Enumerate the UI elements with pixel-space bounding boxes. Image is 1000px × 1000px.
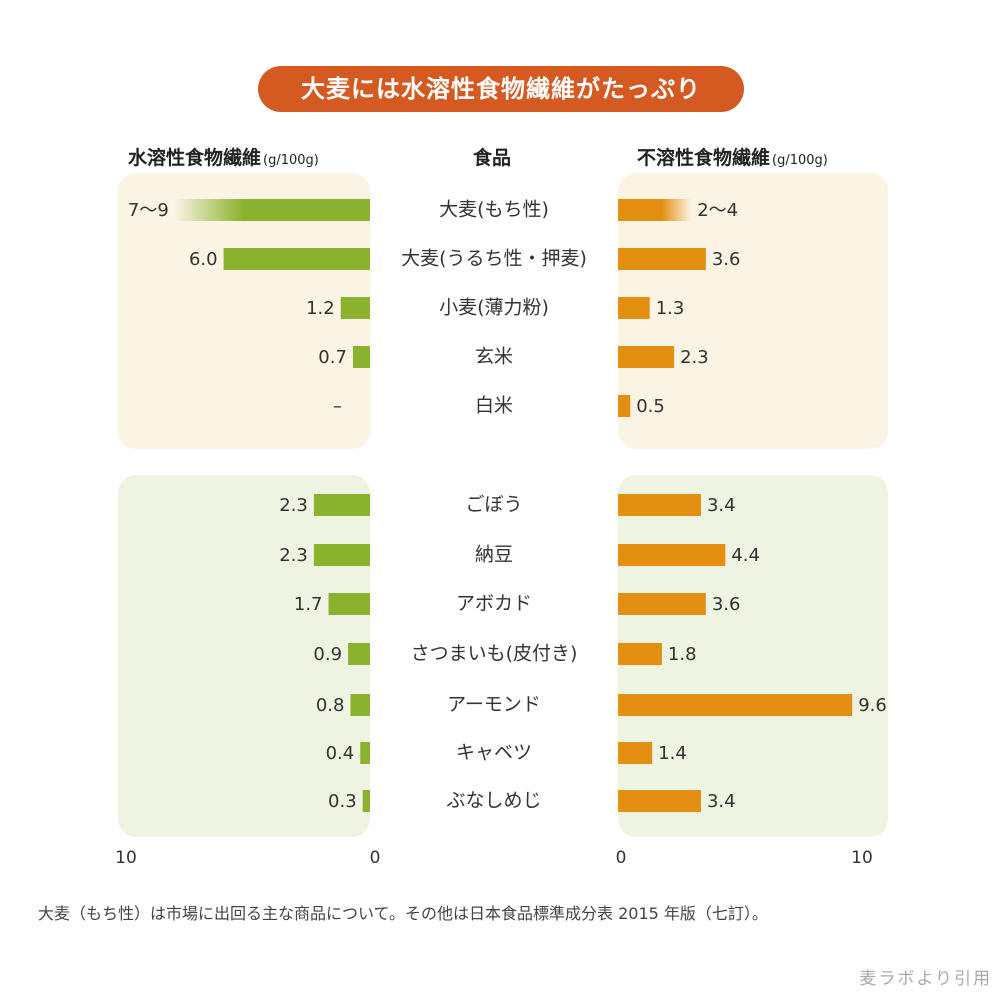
food-label: 小麦(薄力粉) bbox=[439, 297, 549, 319]
insoluble-fiber-bar bbox=[618, 494, 701, 516]
soluble-fiber-value-label: 0.3 bbox=[328, 791, 357, 812]
source-credit: 麦ラボより引用 bbox=[859, 969, 992, 989]
axis-tick-label: 0 bbox=[616, 848, 627, 868]
insoluble-fiber-value-label: 9.6 bbox=[858, 695, 887, 716]
soluble-fiber-bar bbox=[223, 248, 370, 270]
insoluble-fiber-bar bbox=[618, 593, 706, 615]
soluble-fiber-value-label: 0.7 bbox=[318, 347, 347, 368]
soluble-fiber-value-label: 0.8 bbox=[316, 695, 345, 716]
insoluble-fiber-header-label: 不溶性食物繊維 bbox=[637, 147, 771, 169]
insoluble-fiber-header-unit: (g/100g) bbox=[772, 153, 828, 168]
insoluble-fiber-value-label: 3.4 bbox=[707, 791, 736, 812]
insoluble-fiber-bar bbox=[618, 790, 701, 812]
soluble-fiber-value-label: 2.3 bbox=[279, 545, 308, 566]
insoluble-fiber-bar bbox=[618, 248, 706, 270]
soluble-fiber-header-unit: (g/100g) bbox=[263, 153, 319, 168]
insoluble-fiber-bar bbox=[618, 346, 675, 368]
soluble-fiber-bar bbox=[350, 694, 370, 716]
food-label: アボカド bbox=[456, 593, 532, 615]
food-label: 大麦(もち性) bbox=[439, 199, 549, 221]
soluble-fiber-value-label: 7〜9 bbox=[128, 200, 169, 221]
insoluble-fiber-bar bbox=[618, 544, 726, 566]
food-label: ぶなしめじ bbox=[446, 790, 541, 812]
soluble-fiber-value-label: 1.7 bbox=[294, 594, 323, 615]
axis-tick-label: 10 bbox=[851, 848, 873, 868]
soluble-fiber-value-label: – bbox=[333, 396, 342, 417]
soluble-fiber-bar bbox=[174, 199, 370, 221]
food-header: 食品 bbox=[473, 147, 512, 169]
soluble-fiber-bar bbox=[313, 494, 370, 516]
insoluble-fiber-bar bbox=[618, 694, 853, 716]
food-label: ごぼう bbox=[465, 494, 522, 516]
insoluble-fiber-value-label: 3.6 bbox=[712, 249, 741, 270]
insoluble-fiber-bar bbox=[618, 742, 653, 764]
soluble-fiber-header-label: 水溶性食物繊維 bbox=[128, 147, 262, 169]
axis-tick-label: 0 bbox=[370, 848, 381, 868]
soluble-fiber-bar bbox=[328, 593, 370, 615]
insoluble-fiber-value-label: 2.3 bbox=[680, 347, 709, 368]
vegetable-panel-right bbox=[618, 475, 888, 837]
soluble-fiber-value-label: 1.2 bbox=[306, 298, 335, 319]
food-label: 大麦(うるち性・押麦) bbox=[401, 248, 587, 270]
soluble-fiber-header: 水溶性食物繊維 (g/100g) bbox=[128, 143, 319, 170]
soluble-fiber-bar bbox=[340, 297, 370, 319]
soluble-fiber-bar bbox=[348, 643, 370, 665]
insoluble-fiber-value-label: 2〜4 bbox=[697, 200, 738, 221]
food-label: キャベツ bbox=[456, 742, 532, 764]
chart-title: 大麦には水溶性食物繊維がたっぷり bbox=[258, 66, 744, 112]
soluble-fiber-bar bbox=[360, 742, 370, 764]
insoluble-fiber-bar bbox=[618, 199, 692, 221]
insoluble-fiber-value-label: 3.6 bbox=[712, 594, 741, 615]
axis-tick-label: 10 bbox=[115, 848, 137, 868]
food-label: 納豆 bbox=[475, 544, 513, 566]
food-label: アーモンド bbox=[447, 694, 541, 716]
food-label: 白米 bbox=[475, 395, 513, 417]
insoluble-fiber-bar bbox=[618, 395, 631, 417]
insoluble-fiber-value-label: 3.4 bbox=[707, 495, 736, 516]
soluble-fiber-bar bbox=[352, 346, 370, 368]
food-label: 玄米 bbox=[475, 346, 513, 368]
soluble-fiber-value-label: 2.3 bbox=[279, 495, 308, 516]
soluble-fiber-bar bbox=[313, 544, 370, 566]
food-label: さつまいも(皮付き) bbox=[411, 643, 578, 665]
soluble-fiber-bar bbox=[362, 790, 370, 812]
insoluble-fiber-bar bbox=[618, 643, 662, 665]
insoluble-fiber-value-label: 0.5 bbox=[636, 396, 665, 417]
insoluble-fiber-value-label: 4.4 bbox=[731, 545, 760, 566]
insoluble-fiber-bar bbox=[618, 297, 650, 319]
vegetable-panel-left bbox=[118, 475, 370, 837]
footnote: 大麦（もち性）は市場に出回る主な商品について。その他は日本食品標準成分表 201… bbox=[38, 904, 768, 923]
insoluble-fiber-value-label: 1.8 bbox=[668, 644, 697, 665]
soluble-fiber-value-label: 0.9 bbox=[313, 644, 342, 665]
soluble-fiber-value-label: 0.4 bbox=[326, 743, 355, 764]
insoluble-fiber-value-label: 1.4 bbox=[658, 743, 687, 764]
soluble-fiber-value-label: 6.0 bbox=[189, 249, 218, 270]
insoluble-fiber-value-label: 1.3 bbox=[656, 298, 685, 319]
insoluble-fiber-header: 不溶性食物繊維 (g/100g) bbox=[637, 143, 828, 170]
